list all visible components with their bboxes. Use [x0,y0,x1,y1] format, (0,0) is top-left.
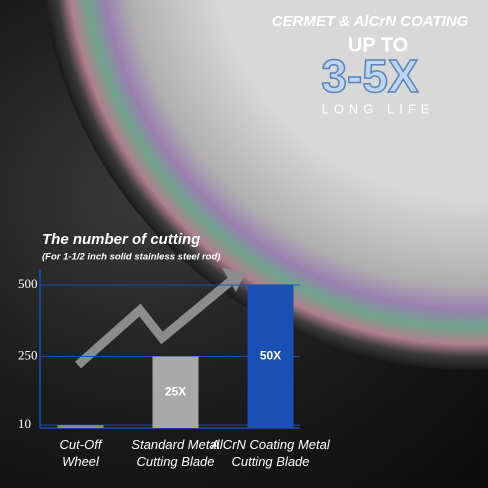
bar [57,425,104,428]
headline: UP TO [348,34,408,56]
value-label: 25X [165,384,186,398]
chart-title: The number of cutting [42,231,200,248]
x-tick-label: Cut-Off Wheel [59,437,102,469]
y-tick-label: 500 [18,276,38,291]
saw-blade [44,0,488,370]
headline: CERMET & AlCrN COATING [272,13,469,30]
y-tick-label: 10 [18,416,31,431]
x-tick-label: AlCrN Coating Metal Cutting Blade [211,437,330,469]
chart-subtitle: (For 1-1/2 inch solid stainless steel ro… [42,252,220,263]
bar [152,356,199,428]
x-tick-label: Standard Metal Cutting Blade [131,437,220,469]
bar [247,285,294,428]
value-label: 50X [260,349,281,363]
y-tick-label: 250 [18,347,38,362]
trend-arrow [75,276,235,369]
headline: LONG LIFE [322,101,435,116]
headline-big: 3-5X [321,50,418,102]
trend-arrow-head [222,268,246,292]
